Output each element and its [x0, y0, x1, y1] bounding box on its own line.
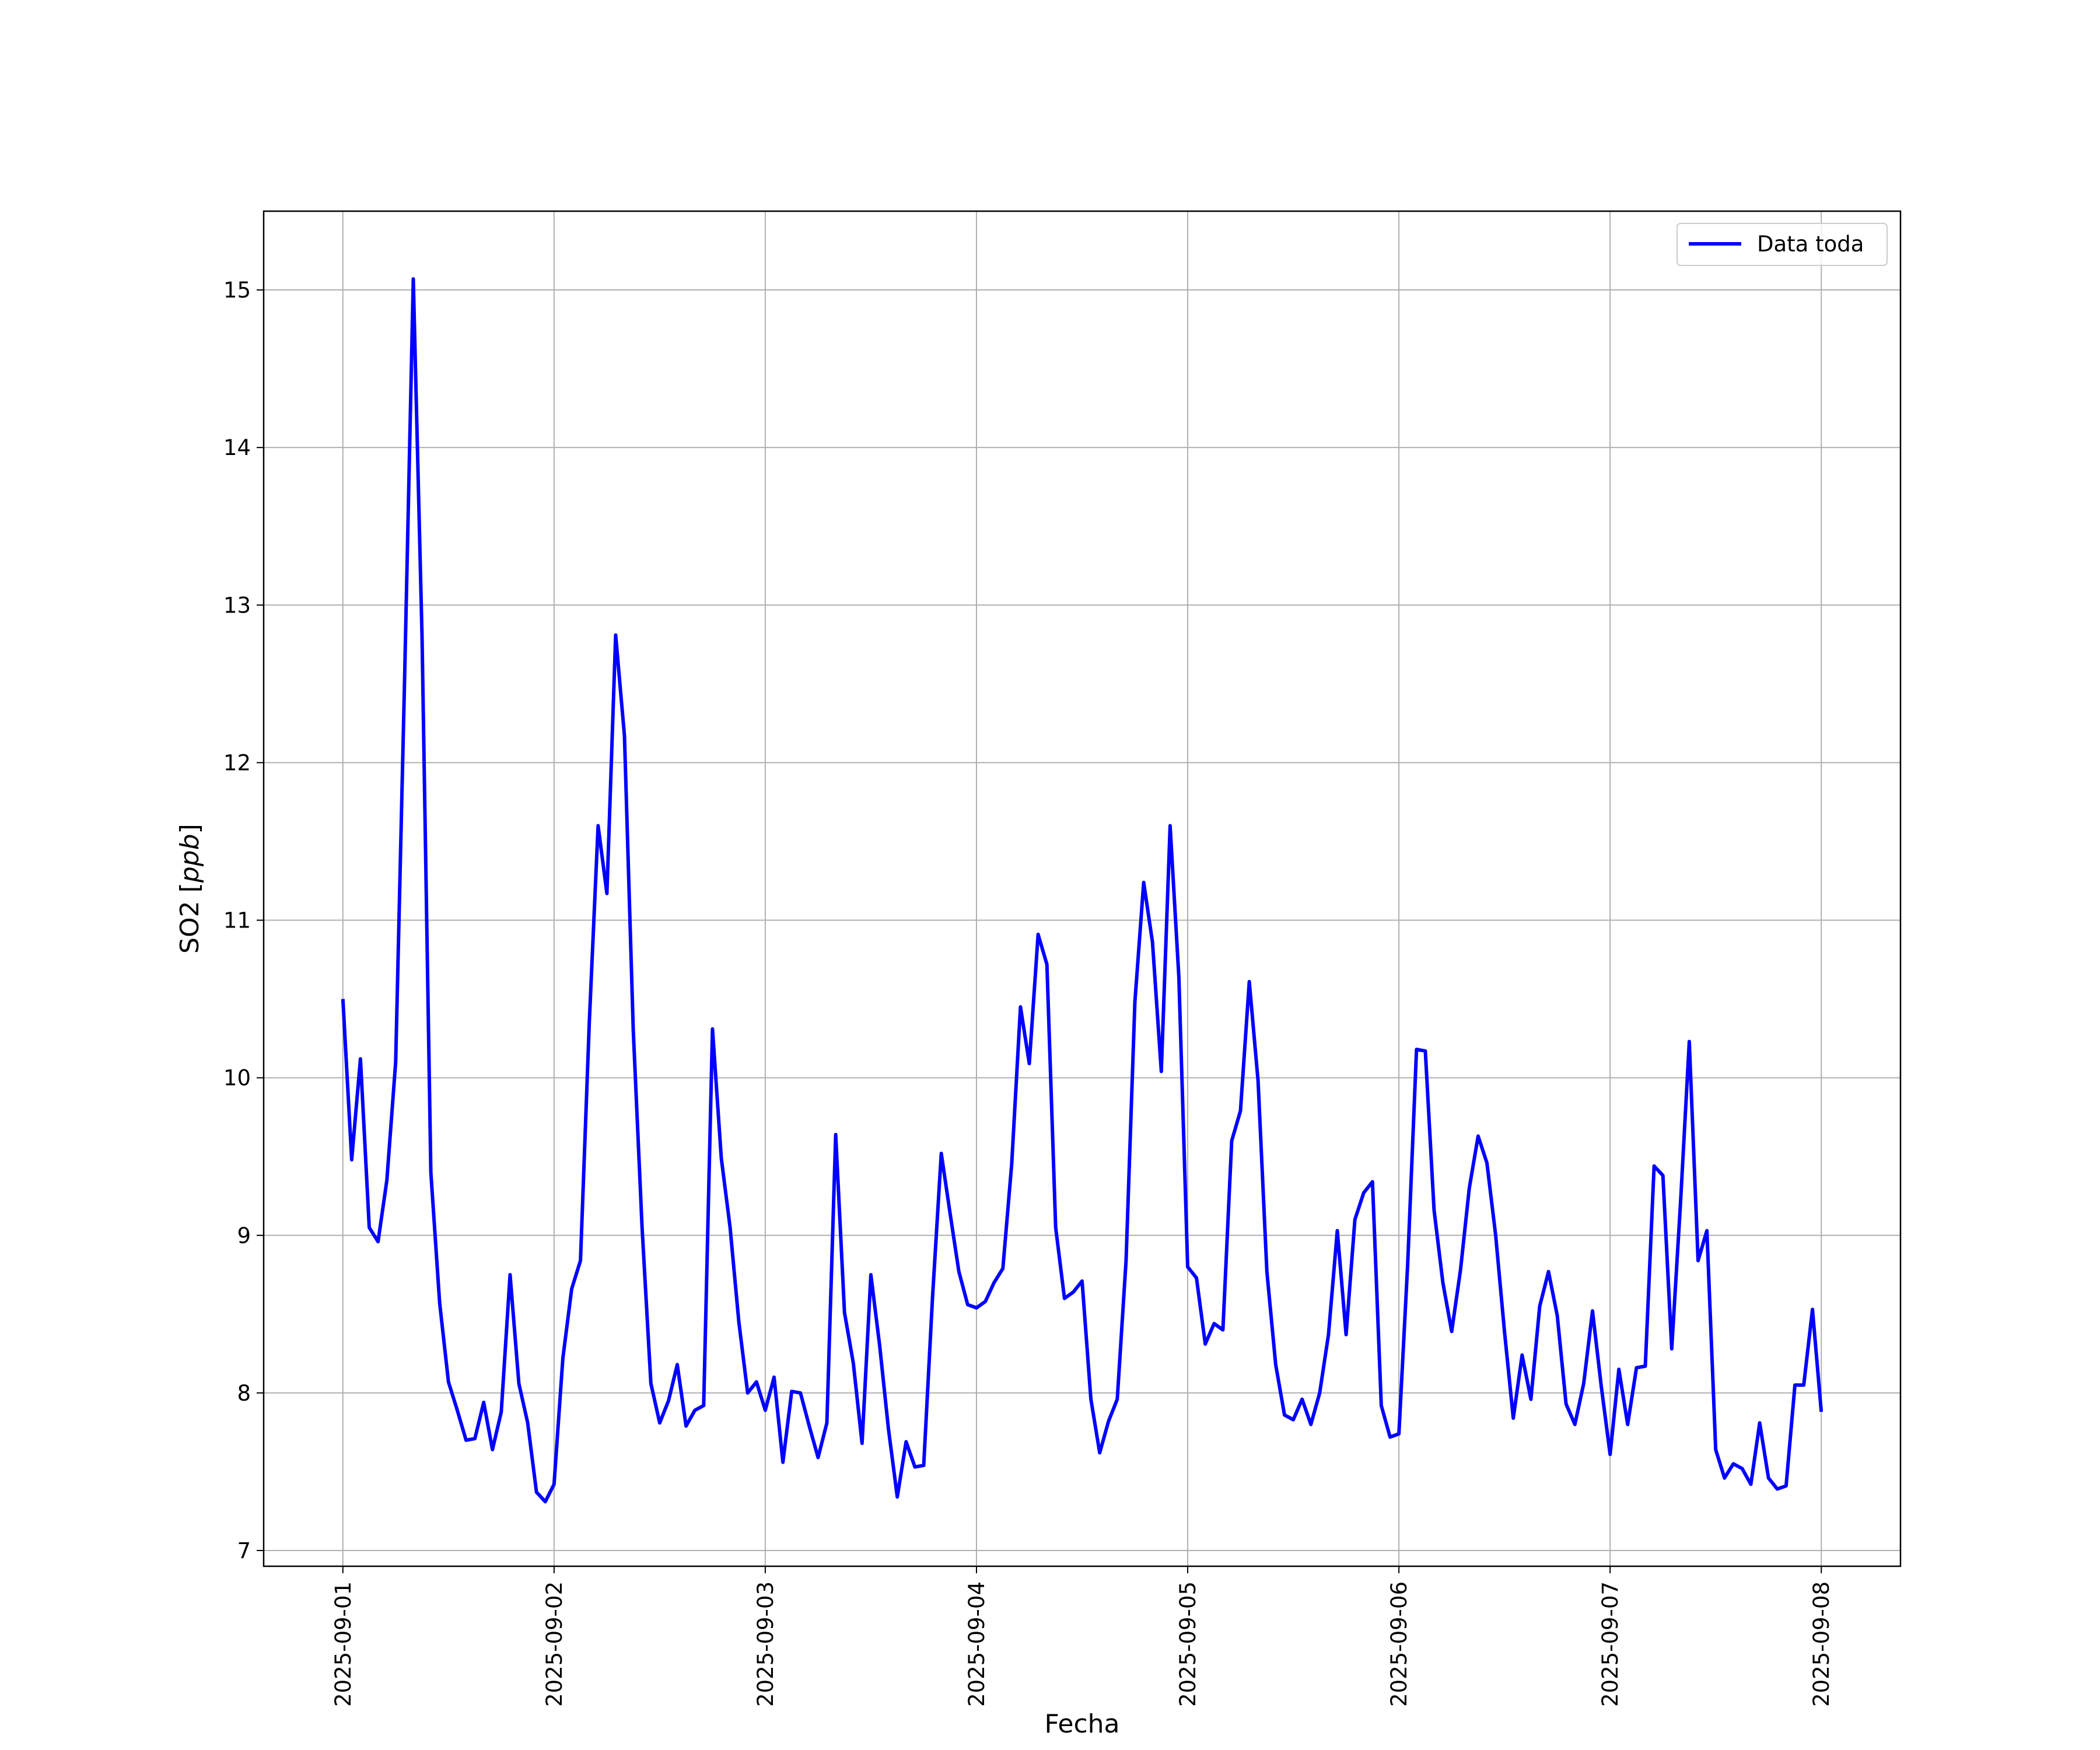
series-layer	[341, 277, 1824, 1504]
y-axis-label-suffix: ]	[175, 824, 205, 834]
x-axis-label: Fecha	[1044, 1709, 1119, 1739]
y-tick-label: 12	[223, 750, 251, 775]
y-tick-label: 9	[237, 1223, 251, 1248]
x-tick-label: 2025-09-03	[753, 1581, 778, 1707]
y-axis: 7 8 9 10 11 12 13 14 15	[223, 278, 264, 1563]
x-tick-label: 2025-09-01	[331, 1581, 356, 1707]
x-tick-label: 2025-09-08	[1809, 1581, 1834, 1707]
x-tick-label: 2025-09-04	[964, 1581, 989, 1707]
legend-entry: Data toda	[1757, 232, 1864, 257]
grid	[264, 211, 1901, 1566]
y-tick-label: 11	[223, 908, 251, 933]
y-axis-label-unit: ppb	[175, 834, 205, 883]
plot-frame	[262, 210, 1902, 1567]
y-tick-label: 15	[223, 278, 251, 303]
x-tick-label: 2025-09-06	[1387, 1581, 1412, 1707]
x-tick-label: 2025-09-02	[542, 1581, 567, 1707]
x-tick-label: 2025-09-07	[1598, 1581, 1623, 1707]
x-axis: 2025-09-01 2025-09-02 2025-09-03 2025-09-04…	[331, 1566, 1834, 1707]
legend-box	[1676, 223, 1888, 266]
y-axis-label: SO2 [ppb]	[175, 824, 205, 954]
y-tick-label: 14	[223, 435, 251, 460]
x-tick-label: 2025-09-05	[1175, 1581, 1200, 1707]
series-line	[341, 277, 1824, 1504]
y-axis-label-prefix: SO2 [	[175, 883, 205, 954]
y-tick-label: 7	[237, 1538, 251, 1563]
y-tick-label: 8	[237, 1381, 251, 1406]
y-tick-label: 13	[223, 593, 251, 618]
legend: Data toda	[1676, 223, 1888, 266]
y-tick-label: 10	[223, 1066, 251, 1091]
